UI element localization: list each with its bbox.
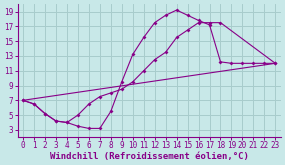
X-axis label: Windchill (Refroidissement éolien,°C): Windchill (Refroidissement éolien,°C): [50, 152, 249, 161]
